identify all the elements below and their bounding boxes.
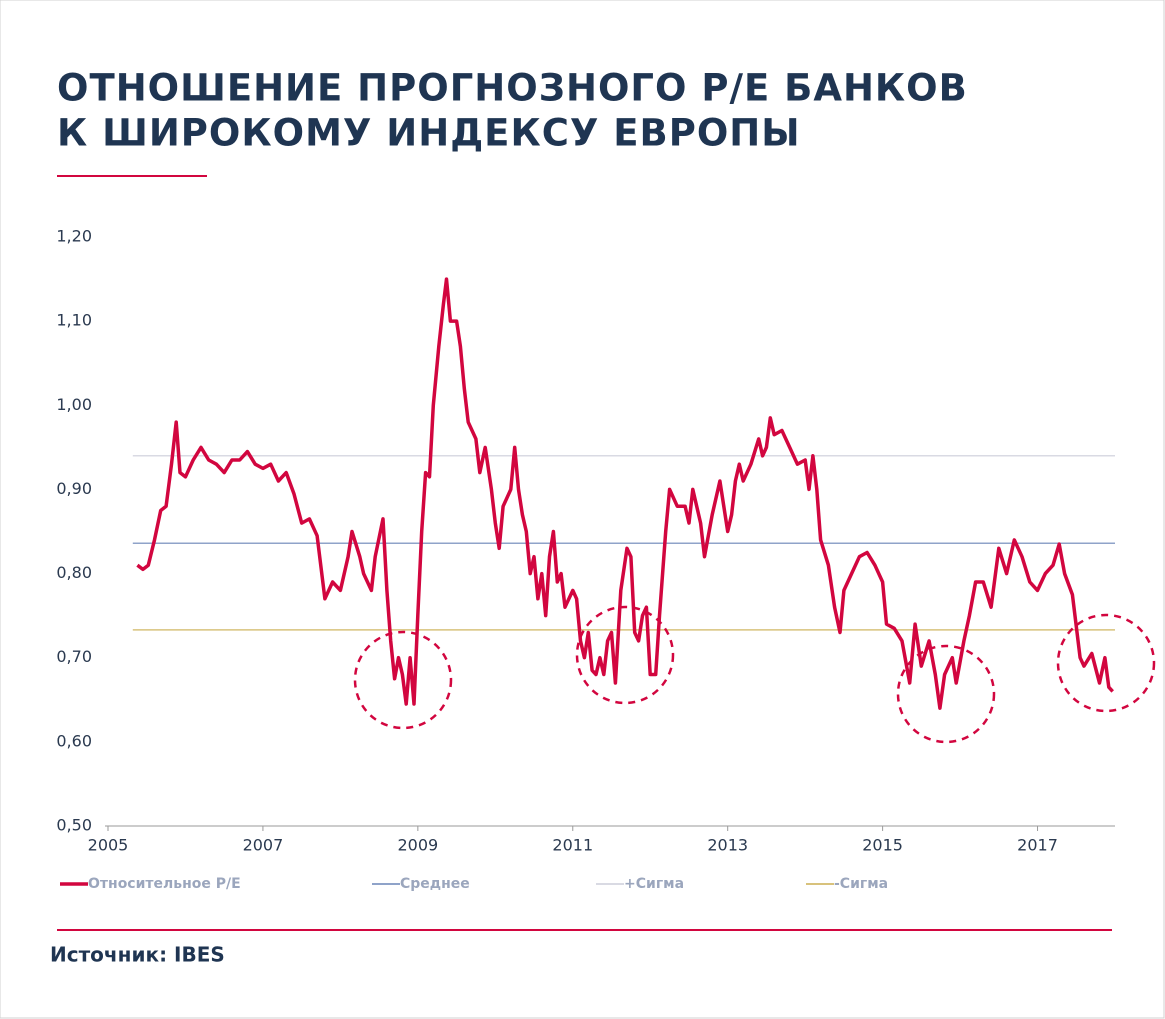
legend-label: -Сигма: [834, 876, 888, 892]
legend-label: +Сигма: [624, 876, 684, 892]
annotations: [353, 605, 1156, 744]
x-tick-label: 2013: [707, 836, 748, 855]
legend-label: Относительное Р/Е: [88, 876, 241, 892]
x-tick-label: 2009: [397, 836, 438, 855]
x-tick-label: 2017: [1017, 836, 1058, 855]
highlight-circle: [1056, 613, 1156, 713]
x-tick-label: 2005: [88, 836, 129, 855]
y-tick-label: 1,20: [56, 227, 92, 246]
x-tick-label: 2015: [862, 836, 903, 855]
y-tick-label: 1,10: [56, 311, 92, 330]
chart-title: ОТНОШЕНИЕ ПРОГНОЗНОГО Р/Е БАНКОВ: [57, 67, 968, 110]
chart-title: К ШИРОКОМУ ИНДЕКСУ ЕВРОПЫ: [57, 112, 801, 155]
legend-label: Среднее: [400, 876, 470, 892]
highlight-circle: [896, 644, 996, 744]
x-tick-label: 2007: [243, 836, 284, 855]
y-tick-label: 0,60: [56, 731, 92, 750]
y-tick-label: 0,50: [56, 816, 92, 835]
data-line: [136, 277, 1114, 710]
y-tick-label: 0,90: [56, 479, 92, 498]
y-tick-label: 0,70: [56, 647, 92, 666]
highlight-circle: [575, 605, 675, 705]
y-tick-label: 1,00: [56, 395, 92, 414]
source: Источник: IBES: [50, 943, 225, 967]
y-tick-label: 0,80: [56, 563, 92, 582]
plot: 0,50 0,60 0,70 0,80 0,90 1,00 1,10 1,20 2005 2007…: [56, 227, 1115, 892]
highlight-circle: [353, 630, 453, 730]
x-tick-label: 2011: [552, 836, 593, 855]
